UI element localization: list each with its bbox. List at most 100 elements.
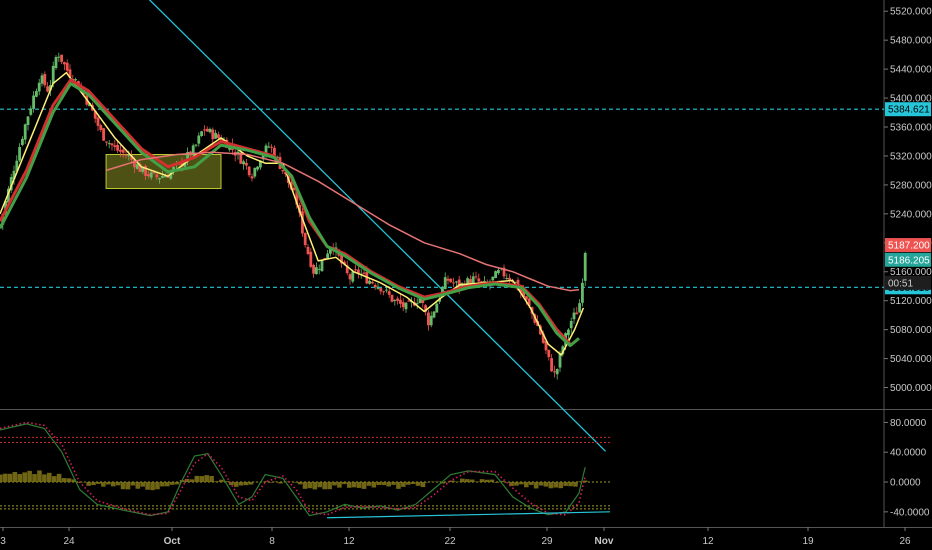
candle-body[interactable]: [553, 371, 556, 373]
time-axis[interactable]: 3 24 Oct 8 12 22 29 Nov 12 19 26: [0, 527, 911, 547]
moving-average-line[interactable]: [105, 151, 580, 292]
candle-body[interactable]: [217, 134, 220, 139]
candle-body[interactable]: [236, 151, 240, 155]
candle-body[interactable]: [309, 251, 313, 267]
candle-body[interactable]: [494, 271, 498, 279]
candle-body[interactable]: [113, 145, 117, 147]
candle-body[interactable]: [152, 172, 156, 174]
indicator-axis[interactable]: -40.0000 0.0000 40.0000 80.0000: [884, 418, 930, 518]
candle-body[interactable]: [502, 267, 506, 277]
candle-body[interactable]: [583, 252, 587, 281]
candle-body[interactable]: [197, 135, 201, 144]
candle-body[interactable]: [483, 280, 486, 283]
oscillator-line[interactable]: [0, 423, 586, 517]
candle-body[interactable]: [457, 279, 461, 289]
candle-body[interactable]: [508, 277, 512, 280]
candle-body[interactable]: [40, 75, 44, 84]
candle-body[interactable]: [194, 144, 198, 146]
candle-body[interactable]: [273, 147, 276, 159]
candle-body[interactable]: [105, 141, 108, 143]
candle-body[interactable]: [578, 303, 582, 313]
candle-body[interactable]: [124, 154, 128, 156]
candle-body[interactable]: [567, 329, 570, 336]
candle-body[interactable]: [581, 282, 584, 303]
candle-body[interactable]: [93, 110, 97, 119]
candle-body[interactable]: [404, 302, 408, 310]
candle-body[interactable]: [446, 278, 450, 281]
candle-body[interactable]: [555, 368, 559, 375]
candle-body[interactable]: [169, 171, 173, 179]
candle-body[interactable]: [133, 160, 136, 168]
candle-body[interactable]: [155, 174, 159, 178]
candle-body[interactable]: [511, 281, 514, 283]
candle-body[interactable]: [572, 312, 576, 320]
candle-body[interactable]: [74, 79, 78, 81]
candle-body[interactable]: [51, 65, 55, 84]
candle-body[interactable]: [46, 86, 50, 92]
candle-body[interactable]: [186, 151, 190, 162]
candle-body[interactable]: [60, 54, 64, 62]
candle-body[interactable]: [102, 128, 106, 141]
candle-body[interactable]: [432, 311, 436, 318]
moving-average-line[interactable]: [0, 71, 585, 356]
candle-body[interactable]: [110, 143, 114, 146]
candle-body[interactable]: [340, 254, 344, 264]
candle-body[interactable]: [144, 165, 148, 176]
candle-body[interactable]: [9, 177, 13, 191]
candle-body[interactable]: [306, 246, 310, 254]
candle-body[interactable]: [191, 145, 195, 155]
candle-body[interactable]: [357, 269, 360, 274]
candle-body[interactable]: [267, 146, 271, 148]
candle-body[interactable]: [354, 269, 358, 271]
candle-body[interactable]: [43, 73, 47, 86]
candle-body[interactable]: [200, 131, 204, 137]
candle-body[interactable]: [96, 117, 100, 126]
candle-body[interactable]: [121, 149, 125, 153]
candle-body[interactable]: [421, 299, 425, 304]
candle-body[interactable]: [449, 278, 453, 283]
candle-body[interactable]: [443, 277, 447, 290]
candle-body[interactable]: [415, 303, 419, 305]
price-panel[interactable]: [0, 0, 932, 527]
candle-body[interactable]: [312, 264, 316, 274]
candle-body[interactable]: [63, 62, 66, 65]
candle-body[interactable]: [23, 124, 27, 140]
candle-body[interactable]: [1, 213, 5, 225]
candle-body[interactable]: [99, 125, 103, 130]
candle-body[interactable]: [385, 289, 388, 291]
candle-body[interactable]: [119, 149, 122, 152]
candle-body[interactable]: [541, 333, 545, 343]
candle-body[interactable]: [29, 108, 33, 115]
candle-body[interactable]: [205, 128, 209, 132]
candle-body[interactable]: [418, 297, 422, 303]
candle-body[interactable]: [345, 265, 349, 274]
candle-body[interactable]: [158, 178, 162, 180]
candle-body[interactable]: [149, 172, 153, 178]
candle-body[interactable]: [208, 128, 212, 133]
candle-body[interactable]: [21, 138, 24, 145]
candle-body[interactable]: [242, 161, 246, 165]
candle-body[interactable]: [401, 302, 405, 308]
candle-body[interactable]: [317, 268, 321, 270]
candle-body[interactable]: [12, 170, 16, 180]
candle-body[interactable]: [435, 303, 439, 313]
candle-body[interactable]: [362, 272, 366, 274]
price-axis[interactable]: 5000.000 5040.000 5080.000 5120.000 5160.000…: [884, 7, 932, 394]
candle-body[interactable]: [396, 298, 400, 301]
candle-body[interactable]: [315, 267, 318, 275]
candle-body[interactable]: [138, 164, 142, 172]
candle-body[interactable]: [281, 169, 285, 172]
candle-body[interactable]: [390, 294, 394, 302]
candle-body[interactable]: [320, 260, 324, 271]
candle-body[interactable]: [49, 85, 52, 91]
candle-body[interactable]: [480, 281, 484, 283]
candle-body[interactable]: [348, 274, 352, 280]
candle-body[interactable]: [303, 232, 307, 246]
candle-body[interactable]: [497, 269, 500, 274]
candle-body[interactable]: [18, 147, 22, 161]
candle-body[interactable]: [438, 298, 442, 302]
candle-body[interactable]: [130, 155, 134, 160]
candle-body[interactable]: [455, 281, 458, 283]
candle-body[interactable]: [491, 276, 495, 281]
candle-body[interactable]: [7, 188, 10, 203]
